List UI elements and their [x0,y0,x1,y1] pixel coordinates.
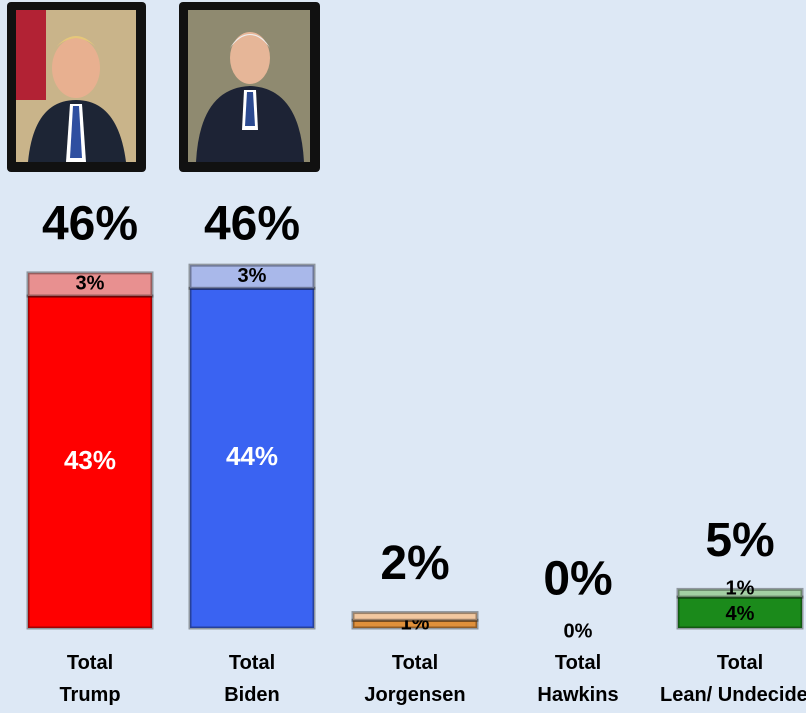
bar-segment [351,618,479,630]
segment-label: 3% [76,273,105,295]
category-label: Total Jorgensen [364,652,465,706]
total-label: 2% [380,537,449,590]
segment-label: 44% [226,441,278,471]
total-label: 46% [42,198,138,251]
segment-label: 1% [726,578,755,600]
bar-segment [26,294,154,630]
category-line: Jorgensen [364,684,465,706]
category-line: Total [229,652,275,674]
segment-label: 4% [726,603,755,625]
total-label: 0% [543,553,612,606]
bar-segment [676,587,804,599]
bar-segment [26,271,154,298]
bar-segment [188,286,316,630]
category-label: Total Hawkins [537,652,618,706]
segment-label: 43% [64,445,116,475]
category-label: Total Biden [224,652,280,706]
category-line: Total [555,652,601,674]
category-line: Trump [59,684,120,706]
category-label: Total Trump [59,652,120,706]
segment-label: 0% [564,620,593,642]
category-line: Total [392,652,438,674]
category-line: Total [717,652,763,674]
category-line: Lean/ Undecided [660,684,806,706]
photo-biden [179,2,320,172]
total-label: 5% [705,514,774,567]
category-line: Biden [224,684,280,706]
bar-segment [188,263,316,290]
category-line: Hawkins [537,684,618,706]
photo-trump [7,2,146,172]
category-line: Total [67,652,113,674]
segment-label: 3% [238,265,267,287]
category-label: Total Lean/ Undecided [660,652,806,706]
total-label: 46% [204,198,300,251]
bar-segment [351,611,479,622]
